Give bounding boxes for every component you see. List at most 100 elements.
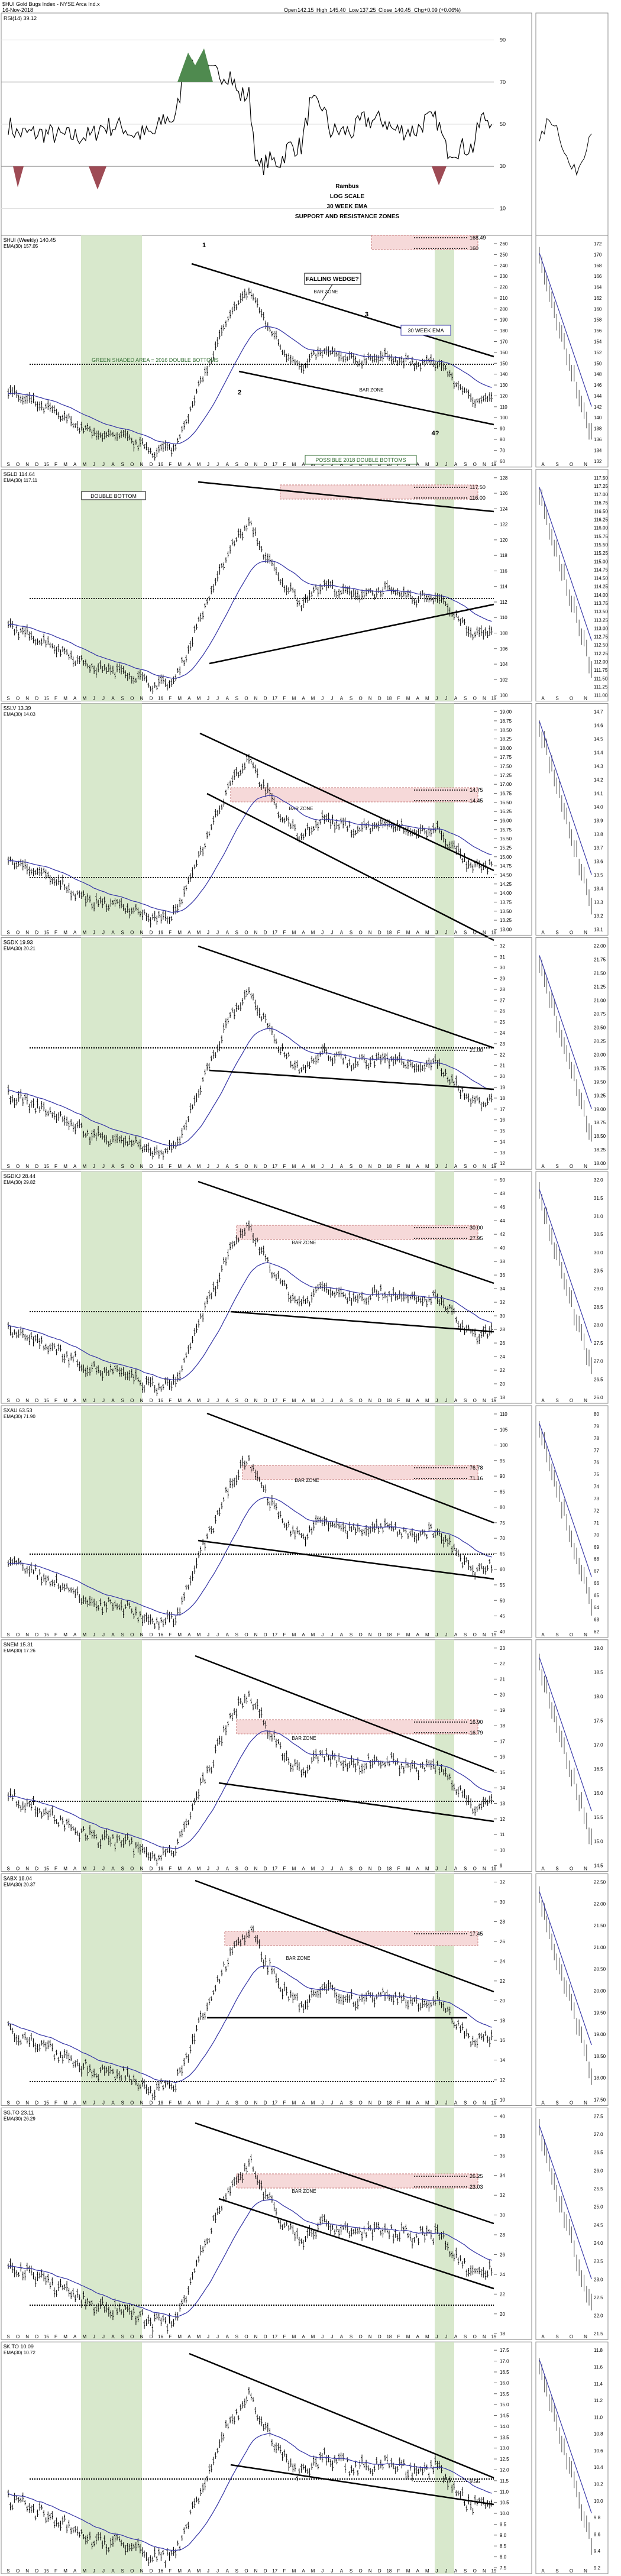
y-tick-label: 26	[500, 1009, 505, 1014]
side-tick-label: 30.5	[594, 1232, 603, 1237]
close-value: 140.45	[394, 7, 411, 13]
x-axis-label: N	[254, 462, 258, 467]
panel-symbol-label: $XAU 63.53	[4, 1407, 33, 1413]
y-tick-label: 50	[500, 1598, 505, 1603]
y-tick-label: 17	[500, 1106, 505, 1112]
panel-symbol-label: $SLV 13.39	[4, 706, 31, 711]
x-axis-label: M	[63, 462, 67, 467]
x-axis-label: O	[16, 930, 20, 935]
y-tick-label: 14	[500, 1139, 505, 1144]
side-x-axis-label: O	[570, 930, 573, 935]
level-label: 116.00	[470, 495, 486, 501]
chg-label: Chg	[414, 7, 424, 13]
side-panel-frame	[535, 703, 609, 936]
x-axis-label: D	[35, 1398, 38, 1403]
x-axis-label: O	[244, 1164, 248, 1169]
y-tick-label: 16.25	[500, 809, 512, 814]
side-tick-label: 68	[594, 1556, 599, 1562]
x-axis-label: F	[397, 930, 400, 935]
low-label: Low	[349, 7, 359, 13]
x-axis-label: N	[254, 1164, 258, 1169]
rsi-overbought-fill	[177, 48, 213, 82]
double-bottom-shade	[81, 937, 142, 1170]
side-tick-label: 114.50	[594, 576, 608, 581]
possible-bottom-shade	[435, 469, 454, 701]
y-tick-label: 118	[500, 553, 507, 558]
y-tick-label: 14.25	[500, 882, 512, 887]
y-tick-label: 100	[500, 693, 508, 698]
y-tick-label: 19	[500, 1085, 505, 1090]
side-tick-label: 29.5	[594, 1268, 603, 1273]
side-tick-label: 14.3	[594, 764, 603, 769]
x-axis-label: D	[378, 1164, 381, 1169]
x-axis-label: A	[226, 1398, 229, 1403]
x-axis-label: A	[187, 1164, 191, 1169]
possible-bottom-shade	[435, 235, 454, 467]
rsi-side-frame	[535, 12, 609, 236]
x-axis-label: M	[82, 462, 86, 467]
wedge-upper-trendline	[199, 732, 494, 872]
x-axis-label: O	[16, 1164, 20, 1169]
x-axis-label: F	[54, 1164, 57, 1169]
x-axis-label: S	[7, 1398, 9, 1403]
x-axis-label: N	[483, 696, 486, 701]
y-tick-label: 100	[500, 1443, 508, 1448]
y-tick-label: 30	[500, 1313, 505, 1319]
side-tick-label: 114.25	[594, 584, 608, 590]
y-tick-label: 170	[500, 339, 508, 345]
x-axis-label: D	[35, 1164, 38, 1169]
x-axis-label: O	[359, 696, 363, 701]
x-axis-label: D	[264, 1398, 267, 1403]
ema-line	[8, 560, 492, 679]
x-axis-label: J	[445, 696, 448, 701]
ema-line	[8, 795, 492, 913]
side-tick-label: 22.00	[594, 943, 606, 949]
side-tick-label: 158	[594, 318, 602, 323]
y-tick-label: 102	[500, 677, 508, 682]
side-tick-label: 18.50	[594, 1134, 606, 1139]
x-axis-label: J	[216, 696, 219, 701]
x-axis-label: M	[82, 696, 86, 701]
y-tick-label: 13.75	[500, 899, 512, 905]
panel-symbol-label: $HUI (Weekly) 140.45	[4, 237, 56, 243]
x-axis-label: N	[368, 696, 372, 701]
y-tick-label: 110	[500, 1412, 507, 1417]
y-tick-label: 105	[500, 1427, 508, 1432]
x-axis-label: M	[292, 696, 296, 701]
x-axis-label: J	[331, 1164, 333, 1169]
x-axis-label: O	[130, 462, 134, 467]
y-tick-label: 15.75	[500, 827, 512, 833]
y-tick-label: 16.00	[500, 818, 512, 824]
side-tick-label: 75	[594, 1472, 599, 1477]
y-tick-label: 160	[500, 350, 508, 355]
level-label: 117.50	[470, 484, 486, 490]
x-axis-label: J	[216, 1398, 219, 1403]
x-axis-label: S	[121, 1398, 124, 1403]
x-axis-label: A	[454, 1398, 458, 1403]
x-axis-label: J	[435, 1398, 438, 1403]
y-tick-label: 106	[500, 646, 508, 652]
side-x-axis-label: A	[541, 1398, 545, 1403]
x-axis-label: D	[35, 930, 38, 935]
x-axis-label: M	[406, 1164, 410, 1169]
ema-line	[8, 1028, 492, 1146]
side-x-axis-label: S	[555, 1164, 558, 1169]
x-axis-label: 16	[158, 462, 163, 467]
side-tick-label: 64	[594, 1605, 599, 1610]
side-tick-label: 154	[594, 339, 602, 345]
x-axis-label: 16	[158, 1164, 163, 1169]
bar-zone-label: BAR ZONE	[295, 1478, 319, 1483]
x-axis-label: A	[302, 930, 305, 935]
side-tick-label: 111.25	[594, 684, 608, 690]
side-tick-label: 112.00	[594, 659, 608, 665]
x-axis-label: J	[321, 1164, 324, 1169]
x-axis-label: J	[207, 1164, 209, 1169]
x-axis-label: 19	[491, 696, 497, 701]
x-axis-label: F	[169, 696, 172, 701]
panel-ema-label: EMA(30) 117.11	[4, 478, 38, 483]
side-x-axis-label: S	[555, 1398, 558, 1403]
rsi-panel: RSI(14) 39.12 90 70 50 30 10 Rambus LOG SCALE 30…	[1, 12, 609, 236]
rsi-tick-label: 90	[500, 37, 506, 43]
y-tick-label: 60	[500, 1567, 505, 1572]
x-axis-label: D	[150, 696, 153, 701]
